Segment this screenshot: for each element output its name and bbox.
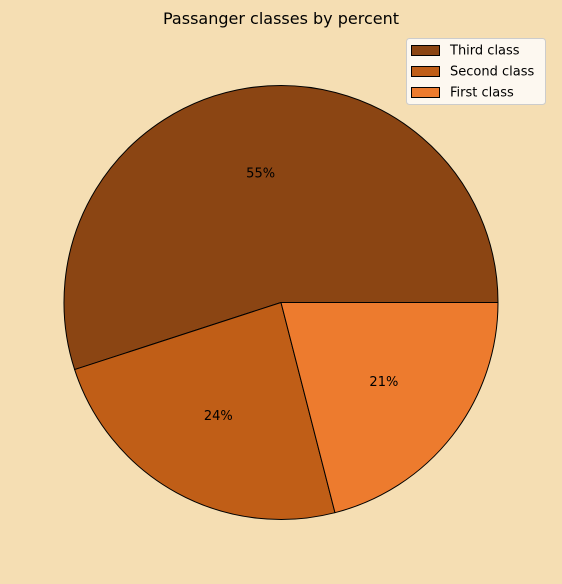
slice-label-second-class: 24% bbox=[204, 409, 233, 424]
pie-slice-second-class bbox=[74, 302, 336, 520]
legend-swatch-second-class bbox=[411, 66, 440, 77]
legend-swatch-third-class bbox=[411, 45, 440, 56]
legend-swatch-first-class bbox=[411, 87, 440, 98]
legend-items: Third class Second class First class bbox=[411, 44, 534, 101]
pie-slice-first-class bbox=[280, 302, 499, 514]
legend-box bbox=[406, 38, 546, 105]
legend: Third class Second class First class bbox=[406, 38, 546, 105]
slice-label-first-class: 21% bbox=[369, 375, 398, 390]
pie-slices bbox=[63, 85, 499, 520]
pie-slice-third-class bbox=[63, 85, 499, 371]
legend-label-first-class: First class bbox=[450, 86, 514, 101]
slice-label-third-class: 55% bbox=[246, 166, 275, 181]
pie-slice-labels: 55% 24% 21% bbox=[204, 166, 399, 424]
legend-label-second-class: Second class bbox=[450, 65, 534, 80]
legend-label-third-class: Third class bbox=[449, 44, 520, 59]
chart-title: Passanger classes by percent bbox=[163, 9, 399, 28]
